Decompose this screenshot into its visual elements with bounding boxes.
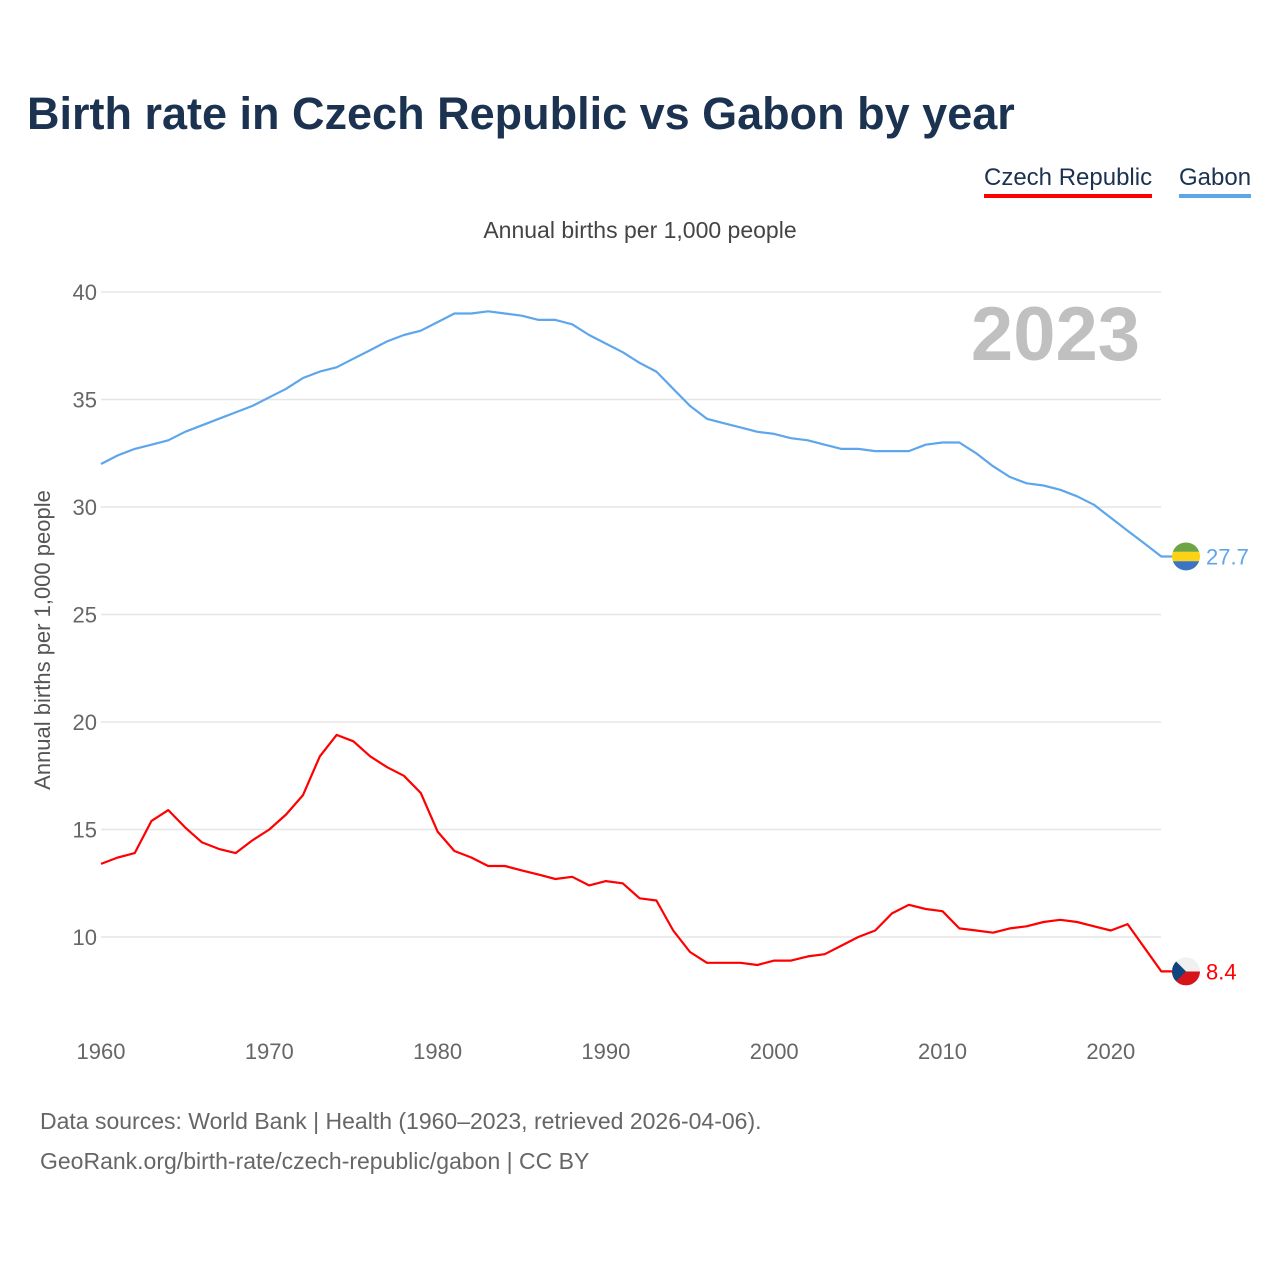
y-tick-label: 10 — [73, 925, 97, 950]
series-line-gabon — [100, 310, 1174, 558]
gabon-flag-icon — [1172, 542, 1200, 571]
y-tick-label: 20 — [73, 710, 97, 735]
x-tick-label: 1960 — [77, 1039, 126, 1064]
y-tick-label: 25 — [73, 603, 97, 628]
x-tick-label: 1990 — [581, 1039, 630, 1064]
y-tick-label: 35 — [73, 388, 97, 413]
end-value-label: 8.4 — [1206, 959, 1237, 984]
y-tick-label: 30 — [73, 495, 97, 520]
legend-czech-republic[interactable]: Czech Republic — [984, 164, 1153, 198]
footer-url: GeoRank.org/birth-rate/czech-republic/ga… — [40, 1148, 590, 1174]
series-line-czech-republic — [100, 733, 1174, 973]
chart-title: Birth rate in Czech Republic vs Gabon by… — [27, 88, 1015, 139]
x-tick-label: 1970 — [245, 1039, 294, 1064]
year-watermark: 2023 — [971, 292, 1140, 377]
x-tick-label: 2020 — [1086, 1039, 1135, 1064]
legend-gabon[interactable]: Gabon — [1179, 164, 1252, 198]
chart-subtitle: Annual births per 1,000 people — [483, 217, 797, 243]
czech-flag-icon — [1172, 957, 1200, 986]
x-tick-label: 1980 — [413, 1039, 462, 1064]
x-tick-label: 2000 — [750, 1039, 799, 1064]
footer-sources: Data sources: World Bank | Health (1960–… — [40, 1108, 762, 1134]
x-tick-label: 2010 — [918, 1039, 967, 1064]
y-tick-label: 40 — [73, 280, 97, 305]
y-tick-label: 15 — [73, 818, 97, 843]
end-value-label: 27.7 — [1206, 544, 1249, 569]
